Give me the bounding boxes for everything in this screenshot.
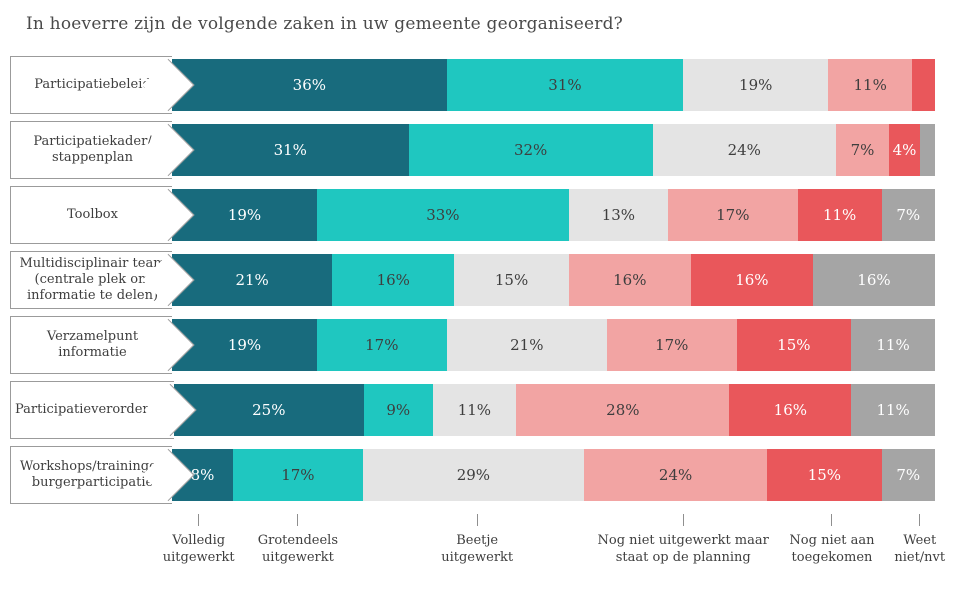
legend-label: Nog niet aan toegekomen (789, 533, 875, 565)
chart-row: Multidisciplinair team (centrale plek om… (10, 251, 935, 309)
bar-segment: 21% (172, 254, 333, 306)
row-label: Verzamelpunt informatie (10, 316, 195, 374)
bar-segment (919, 124, 935, 176)
chart-row: Toolbox 19% 33% 13% 17% 11% 7% (10, 186, 935, 244)
row-label-text: Participatiekader/ stappenplan (33, 133, 152, 165)
row-label: Toolbox (10, 186, 195, 244)
row-label: Participatieverordening (10, 381, 197, 439)
bar-segment: 11% (828, 59, 913, 111)
row-label-text: Participatieverordening (15, 401, 172, 417)
chart-row: Workshops/trainingen burgerparticipatie 8… (10, 446, 935, 504)
legend-item-grotendeels: Grotendeels uitgewerkt (250, 514, 346, 567)
row-label-text: Toolbox (67, 206, 118, 222)
row-label-text: Participatiebeleid (34, 76, 151, 92)
legend-label: Volledig uitgewerkt (162, 533, 235, 565)
stacked-bar: 31% 32% 24% 7% 4% (172, 124, 935, 176)
bar-segment: 31% (172, 124, 409, 176)
bar-segment: 15% (736, 319, 852, 371)
bar-segment: 17% (233, 449, 363, 501)
bar-segment: 31% (446, 59, 684, 111)
bar-segment: 17% (667, 189, 798, 241)
stacked-bar: 19% 33% 13% 17% 11% 7% (172, 189, 935, 241)
bar-segment: 7% (835, 124, 890, 176)
bar-segment: 32% (408, 124, 653, 176)
legend-item-volledig: Volledig uitgewerkt (157, 514, 241, 567)
bar-segment: 17% (606, 319, 737, 371)
row-label: Participatiebeleid (10, 56, 195, 114)
bar-segment: 24% (652, 124, 836, 176)
row-label: Participatiekader/ stappenplan (10, 121, 195, 179)
bar-segment: 15% (454, 254, 569, 306)
bar-segment: 16% (568, 254, 691, 306)
bar-segment: 16% (729, 384, 852, 436)
stacked-bar: 19% 17% 21% 17% 15% 11% (172, 319, 935, 371)
legend-label: Beetje uitgewerkt (441, 533, 514, 565)
legend-tick (682, 514, 684, 526)
bar-segment: 19% (683, 59, 829, 111)
stacked-bar: 8% 17% 29% 24% 15% 7% (172, 449, 935, 501)
bar-segment: 4% (889, 124, 920, 176)
chart-legend: Volledig uitgewerkt Grotendeels uitgewer… (163, 514, 945, 586)
bar-segment: 16% (690, 254, 813, 306)
bar-segment: 29% (362, 449, 585, 501)
bar-segment: 15% (767, 449, 882, 501)
legend-label: Nog niet uitgewerkt maar staat op de pla… (597, 533, 769, 565)
stacked-bar: 25% 9% 11% 28% 16% 11% (173, 384, 935, 436)
legend-tick (919, 514, 921, 526)
row-label: Multidisciplinair team (centrale plek om… (10, 251, 195, 309)
bar-segment: 7% (881, 189, 935, 241)
legend-tick (476, 514, 478, 526)
bar-segment: 16% (332, 254, 455, 306)
chart-row: Verzamelpunt informatie 19% 17% 21% 17% 15% 11… (10, 316, 935, 374)
bar-segment: 11% (432, 384, 517, 436)
bar-segment: 9% (363, 384, 433, 436)
legend-item-planning: Nog niet uitgewerkt maar staat op de pla… (590, 514, 776, 567)
bar-segment: 11% (797, 189, 882, 241)
bar-segment: 33% (316, 189, 569, 241)
bar-segment: 24% (584, 449, 768, 501)
row-label: Workshops/trainingen burgerparticipatie (10, 446, 195, 504)
bar-segment: 36% (172, 59, 447, 111)
legend-item-weet-niet: Weet niet/nvt (889, 514, 951, 567)
bar-segment: 17% (316, 319, 447, 371)
legend-label: Weet niet/nvt (894, 533, 946, 565)
bar-segment: 13% (568, 189, 668, 241)
chart-row: Participatiebeleid 36% 31% 19% 11% (10, 56, 936, 114)
bar-segment: 19% (172, 189, 317, 241)
legend-label: Grotendeels uitgewerkt (257, 533, 339, 565)
legend-tick (297, 514, 299, 526)
chart-row: Participatieverordening 25% 9% 11% 28% 16% 11% (10, 381, 935, 439)
bar-segment (912, 59, 936, 111)
bar-segment: 7% (881, 449, 935, 501)
legend-tick (198, 514, 200, 526)
legend-item-beetje: Beetje uitgewerkt (435, 514, 519, 567)
bar-segment: 25% (173, 384, 364, 436)
chart-page: In hoeverre zijn de volgende zaken in uw… (0, 14, 968, 615)
bar-segment: 21% (446, 319, 607, 371)
legend-tick (831, 514, 833, 526)
bar-segment: 16% (812, 254, 935, 306)
bar-segment: 11% (851, 384, 935, 436)
chart-row: Participatiekader/ stappenplan 31% 32% 24% 7… (10, 121, 935, 179)
stacked-bar: 36% 31% 19% 11% (172, 59, 936, 111)
chart-rows: Participatiebeleid 36% 31% 19% 11% Participat… (0, 56, 968, 504)
bar-segment: 28% (516, 384, 730, 436)
legend-item-niet-toegekomen: Nog niet aan toegekomen (777, 514, 887, 567)
row-label-text: Workshops/trainingen burgerparticipatie (19, 458, 166, 490)
stacked-bar: 21% 16% 15% 16% 16% 16% (172, 254, 935, 306)
bar-segment: 19% (172, 319, 317, 371)
chart-title: In hoeverre zijn de volgende zaken in uw… (26, 14, 623, 34)
bar-segment: 11% (851, 319, 935, 371)
bar-segment: 8% (172, 449, 234, 501)
row-label-text: Multidisciplinair team (centrale plek om… (19, 255, 166, 304)
row-label-text: Verzamelpunt informatie (46, 328, 139, 360)
